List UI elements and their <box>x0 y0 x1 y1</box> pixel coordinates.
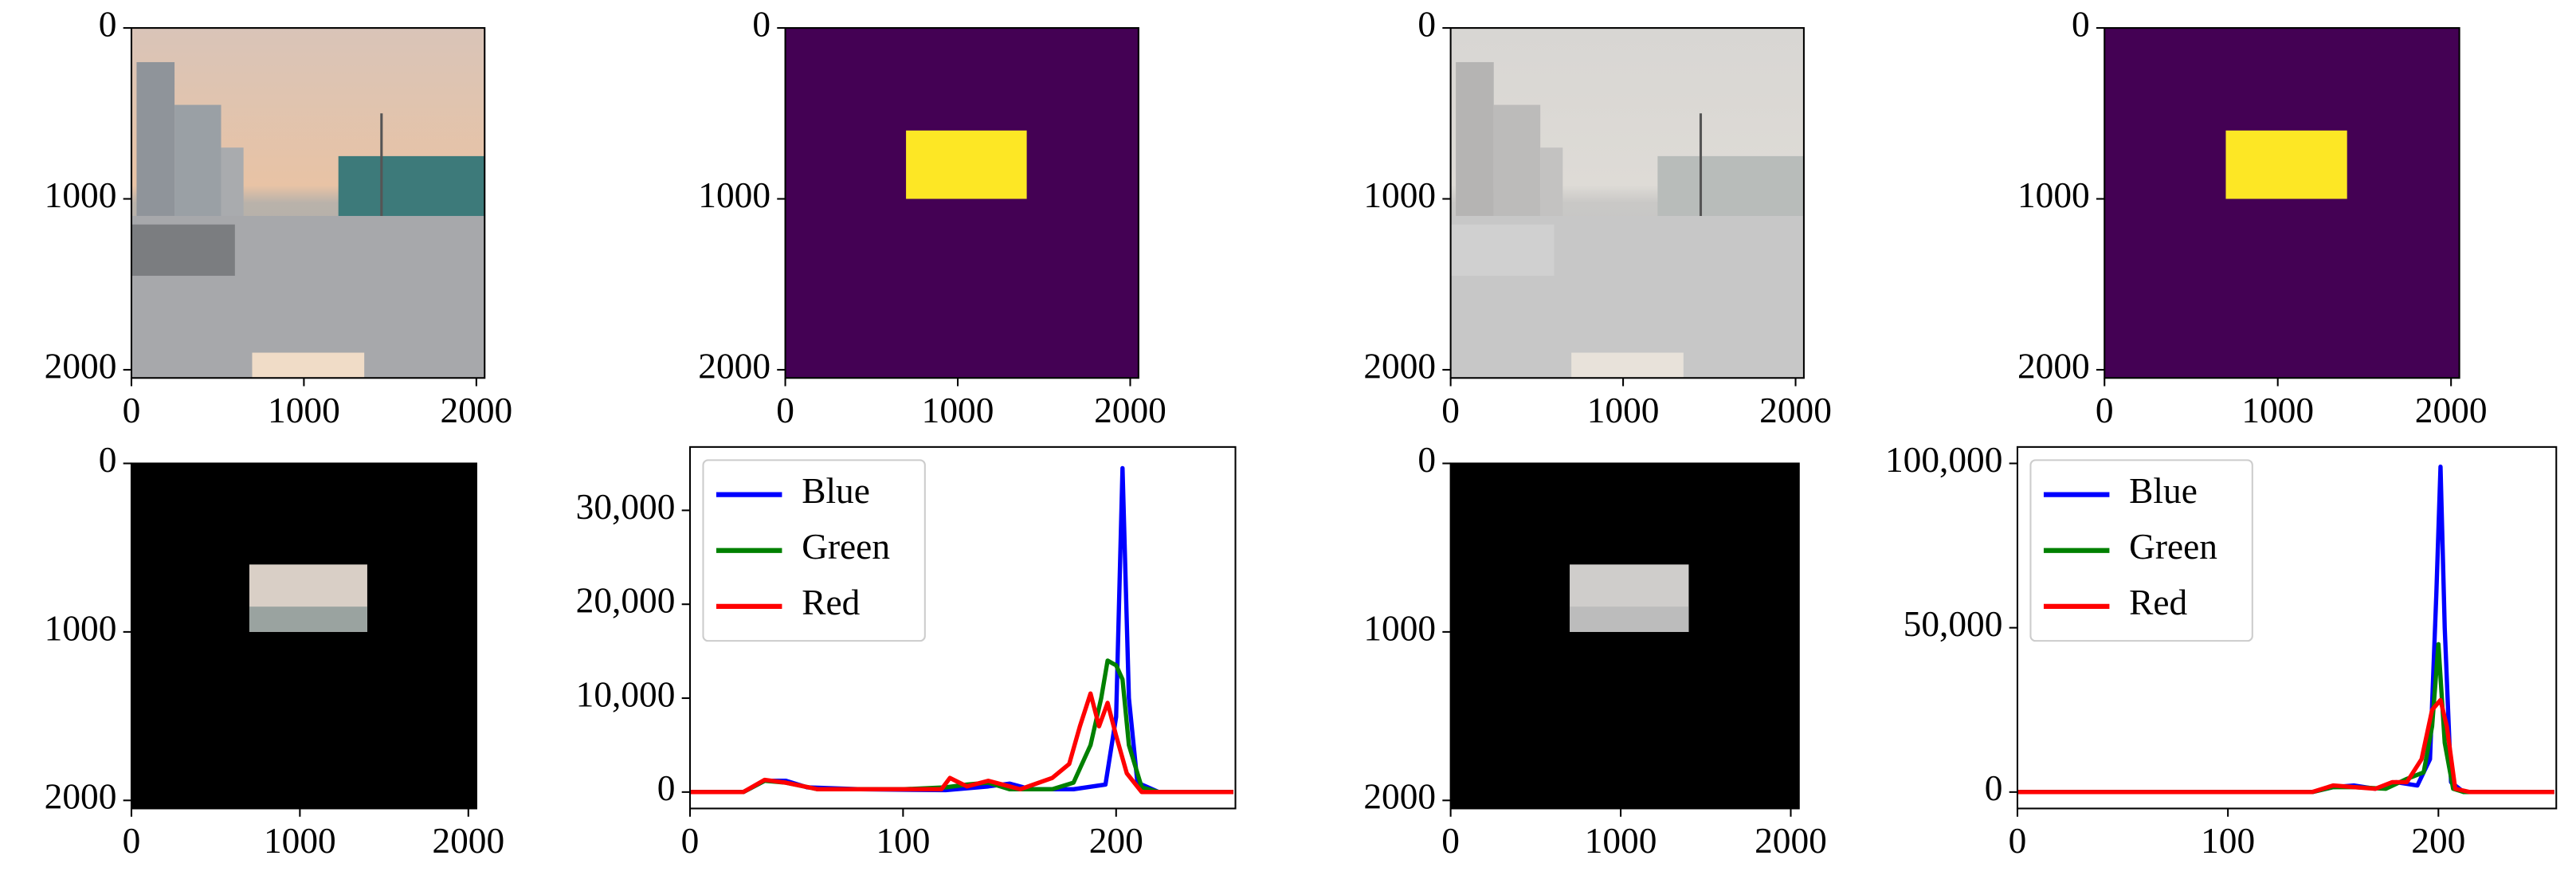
x-tick-label: 0 <box>123 821 141 861</box>
y-tick-label: 0 <box>1985 768 2003 808</box>
hood <box>1571 352 1684 379</box>
y-tick-label: 100,000 <box>1885 440 2002 480</box>
x-tick-label: 1000 <box>1587 391 1660 430</box>
mask-region <box>906 130 1027 199</box>
axes-frame <box>2104 27 2460 379</box>
y-tick-label: 30,000 <box>576 487 676 527</box>
panel: Blue Green Red 0 100 200 0 10,000 20,000 30,000 <box>576 445 1237 861</box>
x-tick-label: 0 <box>776 391 794 430</box>
axes-frame <box>784 27 1139 379</box>
y-tick-label: 1000 <box>45 608 117 648</box>
legend-label: Blue <box>2129 471 2198 511</box>
y-tick-label: 1000 <box>1363 608 1436 648</box>
x-tick-label: 2000 <box>1755 821 1827 861</box>
building <box>174 104 222 216</box>
x-tick-label: 0 <box>1441 821 1460 861</box>
legend-label: Red <box>2129 583 2187 622</box>
x-tick-label: 200 <box>1089 821 1143 861</box>
mask-region <box>2225 130 2347 199</box>
y-tick-label: 0 <box>1417 440 1436 480</box>
hood <box>252 352 365 379</box>
y-tick-label: 2000 <box>2017 346 2090 386</box>
legend-label: Green <box>802 527 890 567</box>
x-tick-label: 2000 <box>432 821 504 861</box>
mask-background <box>2104 28 2460 379</box>
x-tick-label: 2000 <box>441 391 513 430</box>
y-tick-label: 50,000 <box>1904 604 2003 644</box>
crop-lower <box>249 606 367 632</box>
x-tick-label: 100 <box>2201 821 2255 861</box>
y-tick-label: 20,000 <box>576 581 676 621</box>
x-tick-label: 200 <box>2411 821 2465 861</box>
x-tick-label: 1000 <box>264 821 336 861</box>
y-tick-label: 2000 <box>45 346 117 386</box>
x-tick-label: 1000 <box>268 391 340 430</box>
y-tick-label: 0 <box>2072 4 2090 44</box>
building <box>221 147 244 216</box>
cars <box>131 224 235 277</box>
legend-label: Red <box>802 583 860 622</box>
trees <box>1657 155 1804 225</box>
x-tick-label: 1000 <box>1585 821 1657 861</box>
axes-frame <box>130 462 477 810</box>
x-tick-label: 0 <box>2009 821 2027 861</box>
building <box>1456 61 1494 216</box>
x-tick-label: 1000 <box>922 391 994 430</box>
series-line <box>689 691 1233 795</box>
mask-background <box>785 28 1139 379</box>
panel: Blue Green Red 0 100 200 0 50,000 100,000 <box>1885 440 2558 861</box>
legend-label: Blue <box>802 471 870 511</box>
legend-label: Green <box>2129 527 2217 567</box>
y-tick-label: 0 <box>99 440 117 480</box>
y-tick-label: 1000 <box>1363 175 1436 215</box>
building <box>1540 147 1563 216</box>
y-tick-label: 1000 <box>45 175 117 215</box>
building <box>136 61 175 216</box>
legend-box <box>702 459 926 642</box>
x-tick-label: 0 <box>1441 391 1460 430</box>
axes-frame <box>130 27 486 379</box>
y-tick-label: 2000 <box>1363 777 1436 817</box>
series-line <box>2017 697 2554 795</box>
legend-box <box>2029 459 2253 642</box>
y-tick-label: 0 <box>99 4 117 44</box>
x-tick-label: 100 <box>876 821 930 861</box>
axes-frame <box>1449 462 1800 810</box>
crop-lower <box>1570 606 1689 632</box>
building <box>1493 104 1541 216</box>
axes-frame <box>1449 27 1805 379</box>
y-tick-label: 0 <box>657 768 676 808</box>
y-tick-label: 0 <box>1417 4 1436 44</box>
x-tick-label: 1000 <box>2241 391 2314 430</box>
x-tick-label: 0 <box>123 391 141 430</box>
y-tick-label: 1000 <box>2017 175 2090 215</box>
y-tick-label: 2000 <box>698 346 770 386</box>
y-tick-label: 1000 <box>698 175 770 215</box>
background <box>1450 463 1799 809</box>
x-tick-label: 0 <box>681 821 700 861</box>
x-tick-label: 2000 <box>1094 391 1166 430</box>
y-tick-label: 2000 <box>45 777 117 817</box>
y-tick-label: 0 <box>752 4 770 44</box>
x-tick-label: 2000 <box>1759 391 1832 430</box>
trees <box>338 155 485 225</box>
axes-frame <box>688 445 1237 810</box>
cars <box>1450 224 1555 277</box>
y-tick-label: 10,000 <box>576 674 676 714</box>
y-tick-label: 2000 <box>1363 346 1436 386</box>
x-tick-label: 2000 <box>2415 391 2488 430</box>
background <box>131 463 476 809</box>
x-tick-label: 0 <box>2096 391 2114 430</box>
